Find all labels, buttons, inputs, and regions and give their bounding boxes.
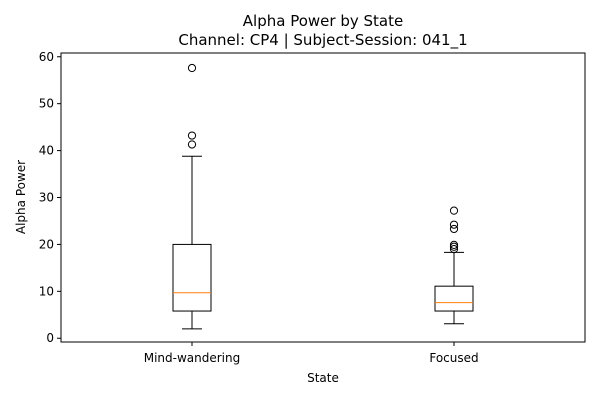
y-axis-label: Alpha Power [14,160,28,234]
y-tick-label: 10 [39,284,54,298]
plot-marks [172,63,474,330]
outlier-point [449,206,459,215]
x-tick-label: Focused [429,351,478,365]
y-tick-label: 30 [39,191,54,205]
outlier-point [187,131,197,140]
x-axis-label: State [307,371,339,385]
chart-title: Alpha Power by State [243,12,403,30]
outlier-point [449,224,459,234]
y-tick-label: 50 [39,97,54,111]
outlier-point [449,240,459,249]
y-axis: 0 10 20 30 40 50 60 [39,50,61,345]
y-tick-label: 40 [39,144,54,158]
outlier-point [449,220,459,229]
outlier-point [449,245,459,254]
outlier-point [187,63,197,73]
box-group [172,63,212,330]
y-tick-label: 20 [39,237,54,251]
interquartile-box [172,243,212,312]
y-tick-label: 60 [39,50,54,64]
x-tick-label: Mind-wandering [144,351,241,365]
plot-area-frame [60,52,586,343]
chart-subtitle: Channel: CP4 | Subject-Session: 041_1 [178,31,467,50]
y-tick-label: 0 [46,331,54,345]
interquartile-box [434,285,474,312]
x-axis: Mind-wandering Focused [144,342,479,365]
box-group [434,206,474,325]
outlier-point [187,140,197,149]
